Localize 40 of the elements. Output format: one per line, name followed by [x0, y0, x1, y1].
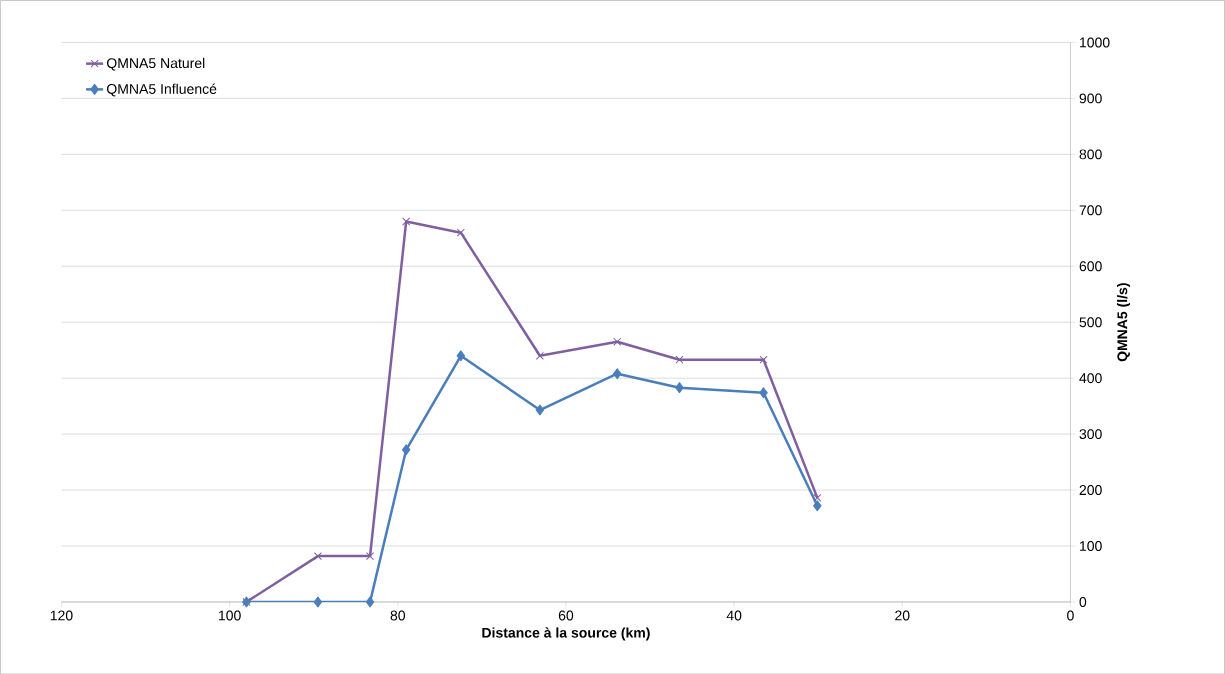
point — [401, 444, 411, 456]
x-axis-title: Distance à la source (km) — [482, 627, 650, 641]
x-tick-label: 80 — [390, 610, 406, 621]
point — [813, 500, 822, 512]
x-tick-label: 0 — [1067, 610, 1074, 621]
point — [402, 217, 411, 226]
y-tick-label: 200 — [1079, 484, 1102, 495]
y-tick-label: 500 — [1079, 317, 1102, 327]
point — [675, 355, 684, 364]
y-tick-label: 600 — [1079, 261, 1102, 271]
point — [456, 350, 466, 362]
point — [759, 386, 768, 398]
point — [365, 551, 375, 560]
y-tick-label: 0 — [1079, 596, 1087, 607]
x-tick-label: 100 — [218, 610, 241, 621]
point — [365, 596, 375, 608]
point — [313, 596, 323, 608]
point — [612, 367, 622, 379]
point — [456, 228, 465, 237]
y-tick-label: 100 — [1080, 540, 1102, 551]
y-tick-label: 800 — [1079, 149, 1102, 160]
point — [535, 351, 544, 360]
y-tick-label: 1000 — [1080, 37, 1110, 48]
y-tick-label: 400 — [1079, 372, 1102, 383]
point — [675, 381, 684, 393]
x-tick-label: 40 — [726, 610, 742, 621]
point — [613, 337, 622, 346]
y-tick-label: 300 — [1079, 428, 1102, 439]
y-tick-label: 700 — [1079, 205, 1102, 216]
x-tick-label: 60 — [558, 610, 574, 621]
point — [535, 404, 545, 416]
y-axis-title: QMNA5 (l/s) — [1116, 282, 1131, 362]
x-tick-label: 20 — [895, 610, 910, 621]
legend-label: QMNA5 Naturel — [107, 57, 205, 71]
point — [313, 551, 322, 560]
legend-label: QMNA5 Influencé — [107, 83, 217, 97]
point — [759, 355, 768, 364]
y-tick-label: 900 — [1079, 93, 1102, 104]
point — [813, 493, 822, 502]
x-tick-label: 120 — [50, 610, 73, 621]
